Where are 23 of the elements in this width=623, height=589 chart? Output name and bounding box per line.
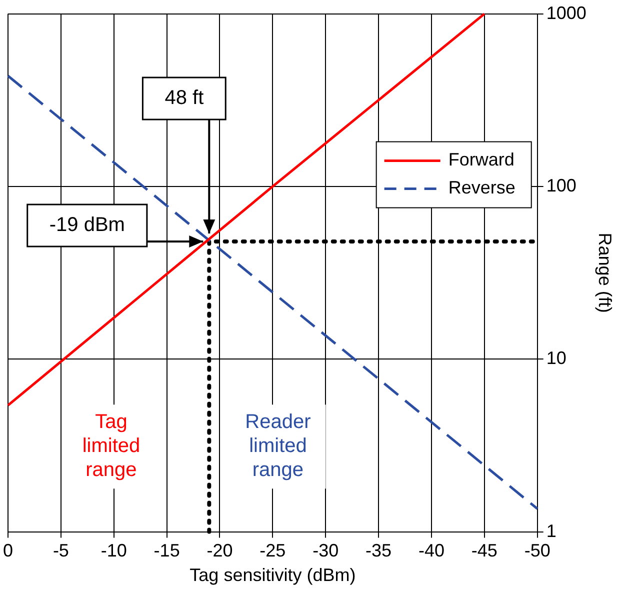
legend-label: Reverse: [448, 178, 516, 198]
legend-label: Forward: [448, 150, 514, 170]
x-tick-label: -35: [366, 540, 392, 561]
x-tick-label: 0: [3, 540, 14, 561]
x-tick-label: -20: [206, 540, 233, 561]
x-tick-label: -15: [154, 540, 180, 561]
x-tick-label: -50: [524, 540, 550, 561]
x-tick-label: -45: [471, 540, 498, 561]
x-tick-label: -5: [52, 540, 69, 561]
y-tick-label: 10: [546, 348, 566, 368]
x-tick-label: -40: [418, 540, 444, 561]
x-tick-label: -30: [312, 540, 339, 561]
annotation: 48 ft: [164, 87, 204, 110]
annotation: Reader limited range: [245, 411, 312, 482]
y-tick-label: 1: [546, 520, 556, 541]
annotation: -19 dBm: [49, 214, 125, 236]
y-tick-label: 100: [546, 175, 576, 196]
x-tick-label: -25: [260, 540, 286, 561]
x-tick-label: -10: [100, 540, 127, 561]
annotation: Tag limited range: [82, 411, 140, 482]
x-axis-title: Tag sensitivity (dBm): [190, 565, 356, 586]
y-axis-title: Range (ft): [595, 232, 616, 313]
y-tick-label: 1000: [546, 2, 586, 23]
